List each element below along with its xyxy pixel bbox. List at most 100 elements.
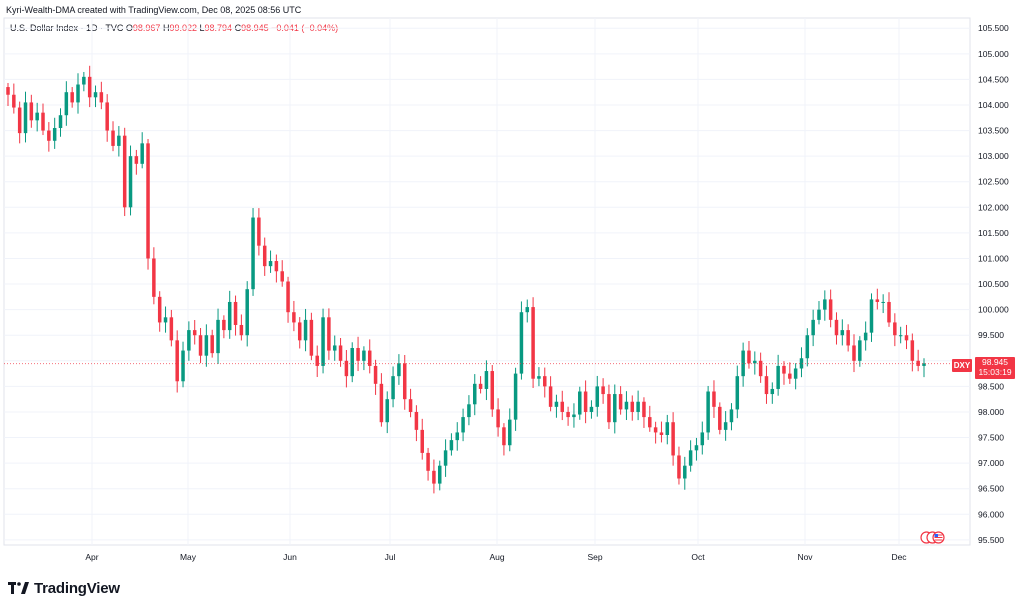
candle-body bbox=[677, 455, 681, 479]
candle-body bbox=[898, 335, 903, 337]
candle-body bbox=[373, 365, 378, 384]
candle-body bbox=[437, 465, 442, 484]
candle-body bbox=[286, 281, 290, 313]
candle-body bbox=[280, 271, 284, 282]
candle-body bbox=[362, 350, 366, 361]
candle-body bbox=[157, 296, 162, 323]
y-tick-label: 100.500 bbox=[978, 279, 1009, 289]
candle-body bbox=[799, 358, 804, 369]
candle-body bbox=[869, 299, 874, 333]
candle-body bbox=[729, 409, 734, 423]
candle-body bbox=[881, 301, 885, 303]
candle-body bbox=[233, 301, 238, 325]
candle-body bbox=[490, 371, 495, 410]
candle-body bbox=[192, 330, 197, 336]
candle-body bbox=[537, 376, 541, 379]
candle-body bbox=[770, 388, 775, 395]
candle-body bbox=[741, 350, 745, 377]
candle-body bbox=[420, 429, 424, 453]
candle-body bbox=[543, 376, 547, 387]
x-tick-label: Jun bbox=[283, 552, 297, 562]
candle-body bbox=[566, 411, 570, 418]
candle-body bbox=[519, 312, 524, 374]
candle-body bbox=[385, 399, 389, 423]
y-tick-label: 104.500 bbox=[978, 74, 1009, 84]
y-tick-label: 96.500 bbox=[978, 484, 1004, 494]
candle-body bbox=[659, 432, 664, 435]
y-tick-label: 99.500 bbox=[978, 330, 1004, 340]
candle-body bbox=[408, 399, 413, 412]
candle-body bbox=[23, 102, 28, 134]
candle-body bbox=[863, 332, 868, 341]
candle-body bbox=[805, 335, 810, 359]
plot-frame bbox=[3, 17, 971, 546]
candle-body bbox=[461, 417, 465, 433]
candle-body bbox=[327, 317, 331, 351]
candle-body bbox=[29, 102, 34, 121]
candle-body bbox=[105, 102, 109, 131]
candle-body bbox=[858, 340, 862, 361]
candle-body bbox=[887, 301, 891, 323]
candle-body bbox=[175, 340, 179, 382]
candle-body bbox=[828, 299, 833, 320]
candle-body bbox=[99, 92, 104, 103]
candle-body bbox=[904, 335, 909, 341]
candle-body bbox=[35, 112, 39, 121]
candle-body bbox=[910, 340, 915, 361]
candle-body bbox=[502, 427, 506, 446]
candle-body bbox=[367, 350, 372, 366]
candle-body bbox=[607, 394, 611, 423]
candle-body bbox=[723, 422, 728, 430]
candle-body bbox=[432, 470, 436, 484]
candle-body bbox=[793, 368, 798, 379]
x-tick-label: Apr bbox=[85, 552, 98, 562]
y-tick-label: 105.000 bbox=[978, 49, 1009, 59]
y-tick-label: 104.000 bbox=[978, 100, 1009, 110]
us-flag-icon[interactable] bbox=[920, 531, 946, 544]
candle-body bbox=[262, 245, 267, 267]
candle-body bbox=[134, 156, 139, 164]
last-price-tag: 98.945 15:03:19 bbox=[975, 357, 1015, 379]
candle-body bbox=[572, 414, 576, 418]
y-tick-label: 97.500 bbox=[978, 433, 1004, 443]
candle-body bbox=[554, 401, 559, 407]
candle-body bbox=[578, 391, 582, 415]
tradingview-logo-icon bbox=[8, 582, 29, 594]
candle-body bbox=[338, 345, 343, 361]
candle-body bbox=[251, 217, 255, 290]
x-tick-label: Oct bbox=[691, 552, 705, 562]
candle-body bbox=[292, 312, 296, 323]
y-tick-label: 100.000 bbox=[978, 305, 1009, 315]
y-tick-label: 101.000 bbox=[978, 253, 1009, 263]
candle-body bbox=[426, 452, 430, 471]
candle-body bbox=[140, 143, 144, 164]
candle-body bbox=[478, 383, 483, 389]
candle-body bbox=[169, 317, 174, 341]
candle-body bbox=[222, 319, 226, 331]
candle-body bbox=[758, 360, 763, 377]
candle-body bbox=[700, 432, 705, 446]
candle-body bbox=[589, 406, 594, 412]
candle-body bbox=[52, 128, 57, 141]
candle-body bbox=[41, 112, 45, 131]
candle-body bbox=[268, 261, 273, 267]
tradingview-footer[interactable]: TradingView bbox=[8, 578, 120, 598]
candle-body bbox=[636, 401, 640, 412]
candle-body bbox=[916, 360, 920, 366]
candle-body bbox=[64, 92, 69, 116]
candle-body bbox=[309, 319, 314, 356]
candle-body bbox=[216, 319, 220, 354]
x-tick-label: Nov bbox=[797, 552, 813, 562]
candle-body bbox=[93, 92, 98, 98]
candle-body bbox=[548, 386, 553, 407]
ticker-tag: DXY bbox=[952, 359, 972, 372]
candle-body bbox=[58, 115, 63, 129]
y-tick-label: 101.500 bbox=[978, 228, 1009, 238]
chart-attribution: Kyri-Wealth-DMA created with TradingView… bbox=[6, 5, 302, 15]
candle-body bbox=[146, 143, 150, 259]
candle-body bbox=[274, 261, 279, 272]
candle-body bbox=[618, 394, 623, 410]
candle-body bbox=[613, 394, 617, 423]
candle-body bbox=[122, 135, 127, 208]
